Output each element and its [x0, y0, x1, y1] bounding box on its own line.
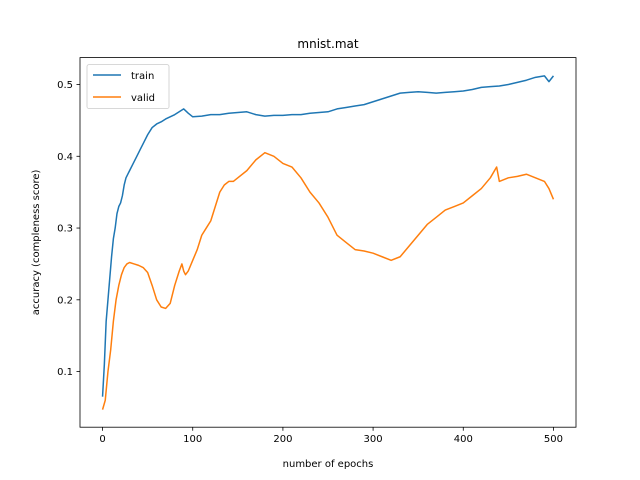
series-line-train	[101, 75, 555, 397]
series-line-valid	[101, 151, 555, 410]
y-tick-label: 0.3	[57, 224, 73, 235]
y-tick-label: 0.1	[57, 367, 73, 378]
y-tick-label: 0.2	[57, 295, 73, 306]
x-tick-label: 100	[183, 434, 202, 445]
legend-label-valid: valid	[131, 93, 155, 104]
series-layer	[101, 75, 555, 410]
y-tick-label: 0.5	[57, 80, 73, 91]
chart-title: mnist.mat	[297, 37, 358, 51]
legend: train valid	[86, 64, 170, 109]
x-axis-ticks: 0 100 200 300 400 500	[99, 427, 563, 445]
y-tick-label: 0.4	[57, 152, 73, 163]
x-tick-label: 0	[99, 434, 105, 445]
y-axis-ticks: 0.1 0.2 0.3 0.4 0.5	[57, 80, 80, 378]
legend-label-train: train	[131, 71, 154, 82]
x-tick-label: 400	[454, 434, 473, 445]
x-tick-label: 300	[364, 434, 383, 445]
x-axis-label: number of epochs	[283, 459, 374, 470]
x-tick-label: 500	[544, 434, 563, 445]
x-tick-label: 200	[273, 434, 292, 445]
plot-frame	[79, 57, 577, 428]
legend-box	[86, 64, 170, 109]
y-axis-label: accuracy (compleness score)	[31, 169, 42, 315]
